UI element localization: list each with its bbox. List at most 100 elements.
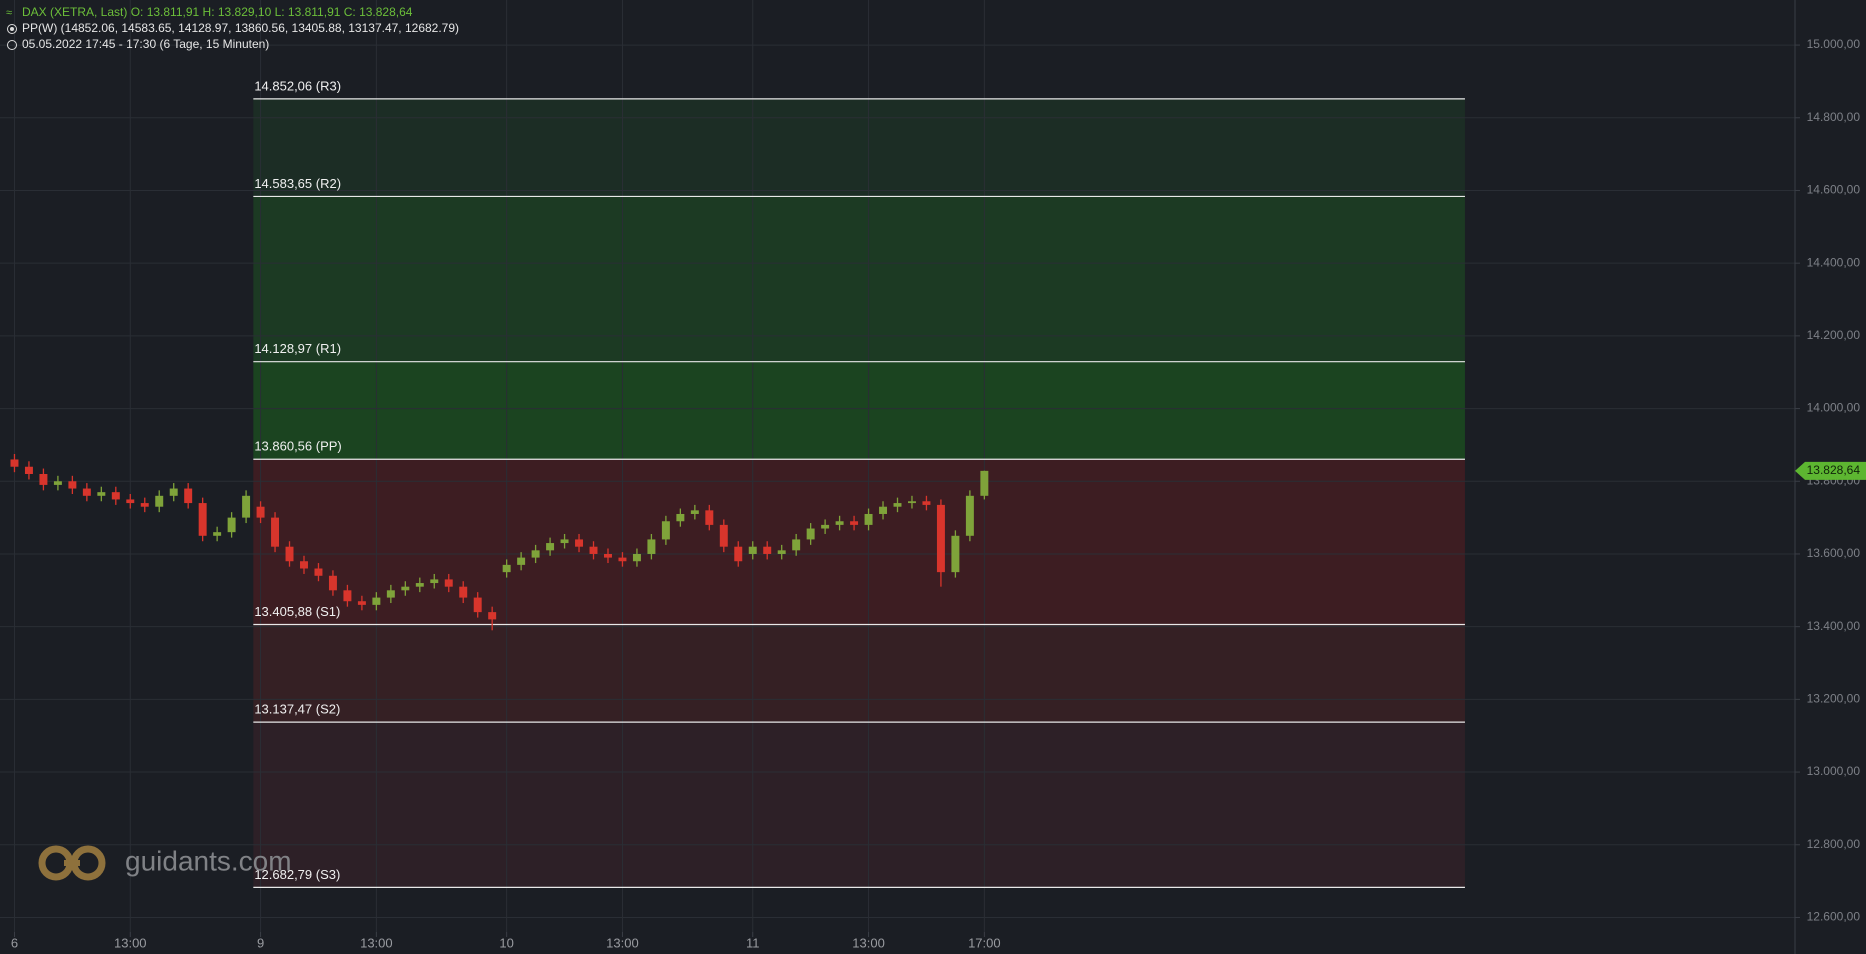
- candle-body: [965, 495, 974, 536]
- pivot-label: 14.852,06 (R3): [254, 78, 341, 93]
- candle-body: [618, 557, 627, 562]
- candle-body: [126, 499, 135, 504]
- last-price-label: 13.828,64: [1807, 463, 1861, 477]
- pivot-label: 14.128,97 (R1): [254, 341, 341, 356]
- candle-body: [53, 481, 62, 485]
- watermark-text: guidants.com: [125, 845, 292, 876]
- header: ≈ DAX (XETRA, Last) O: 13.811,91 H: 13.8…: [6, 5, 459, 51]
- candle-body: [39, 473, 48, 485]
- indicator-icon: [7, 24, 17, 34]
- y-tick-label: 14.000,00: [1807, 401, 1861, 415]
- candle-body: [169, 488, 178, 496]
- candle-body: [227, 517, 236, 533]
- y-tick-label: 12.800,00: [1807, 837, 1861, 851]
- candle-body: [632, 553, 641, 562]
- x-tick-label: 13:00: [606, 935, 639, 950]
- pivot-label: 13.860,56 (PP): [254, 439, 341, 454]
- candles: [10, 454, 989, 631]
- y-tick-label: 15.000,00: [1807, 37, 1861, 51]
- candle-body: [806, 528, 815, 540]
- candle-body: [719, 524, 728, 547]
- candle-body: [705, 510, 714, 525]
- x-tick-label: 11: [746, 935, 760, 950]
- candle-body: [589, 546, 598, 554]
- candle-body: [82, 488, 91, 496]
- indicator-icon-dot: [10, 27, 14, 31]
- watermark: guidants.com: [38, 845, 292, 881]
- axes: 12.600,00 12.800,00 13.000,00 13.200,00 13.4…: [11, 37, 1866, 950]
- candle-body: [734, 546, 743, 562]
- candle-body: [357, 601, 366, 605]
- period-legend: 05.05.2022 17:45 - 17:30 (6 Tage, 15 Min…: [22, 37, 269, 51]
- candle-body: [980, 470, 989, 496]
- candle-body: [690, 510, 699, 514]
- x-tick-label: 6: [11, 935, 18, 950]
- candle-body: [546, 543, 555, 551]
- pivot-label: 13.137,47 (S2): [254, 702, 340, 717]
- y-tick-label: 14.800,00: [1807, 110, 1861, 124]
- candle-body: [473, 597, 482, 613]
- candle-body: [661, 521, 670, 540]
- y-tick-label: 14.600,00: [1807, 183, 1861, 197]
- candle-body: [676, 513, 685, 522]
- candle-body: [386, 590, 395, 598]
- x-tick-label: 13:00: [360, 935, 393, 950]
- candle-body: [24, 466, 33, 474]
- candle-body: [111, 492, 120, 500]
- candle-body: [936, 504, 945, 573]
- candle-body: [10, 459, 19, 467]
- candle-body: [242, 495, 251, 518]
- candle-body: [488, 612, 497, 620]
- y-tick-label: 14.200,00: [1807, 328, 1861, 342]
- y-tick-label: 13.600,00: [1807, 546, 1861, 560]
- ohlc-legend: DAX (XETRA, Last) O: 13.811,91 H: 13.829…: [22, 5, 413, 19]
- candle-body: [531, 550, 540, 558]
- candle-body: [748, 546, 757, 554]
- candle-body: [575, 539, 584, 547]
- candle-body: [68, 481, 77, 489]
- candle-body: [271, 517, 280, 547]
- candle-body: [328, 575, 337, 591]
- candle-body: [444, 579, 453, 587]
- candle-body: [430, 579, 439, 584]
- candle-body: [777, 550, 786, 554]
- x-tick-label: 13:00: [114, 935, 147, 950]
- candle-body: [314, 568, 323, 576]
- candle-body: [372, 597, 381, 605]
- zones: [253, 98, 1465, 888]
- x-tick-label: 9: [257, 935, 264, 950]
- y-tick-label: 13.000,00: [1807, 764, 1861, 778]
- pivot-zone: [253, 624, 1465, 723]
- candle-body: [213, 532, 222, 536]
- y-tick-label: 12.600,00: [1807, 910, 1861, 924]
- candle-body: [879, 506, 888, 514]
- candle-body: [951, 535, 960, 573]
- symbol-icon: ≈: [6, 7, 12, 19]
- candle-body: [97, 492, 106, 496]
- candle-body: [415, 583, 424, 587]
- candle-body: [792, 539, 801, 551]
- candle-body: [300, 561, 308, 569]
- x-tick-label: 10: [499, 935, 513, 950]
- candle-body: [560, 539, 569, 544]
- pivot-zone: [253, 459, 1465, 625]
- levels: 14.852,06 (R3) 14.583,65 (R2) 14.128,97 (R…: [253, 78, 1465, 888]
- clock-icon: [7, 40, 17, 50]
- candle-body: [922, 501, 931, 505]
- candle-body: [343, 590, 352, 602]
- y-tick-label: 13.200,00: [1807, 692, 1861, 706]
- candle-body: [140, 503, 149, 507]
- candle-body: [401, 586, 410, 591]
- candle-body: [459, 586, 468, 598]
- candle-body: [907, 501, 916, 504]
- logo-bar: [64, 860, 80, 866]
- candle-body: [850, 521, 859, 525]
- candle-body: [184, 488, 193, 504]
- pivot-label: 13.405,88 (S1): [254, 604, 340, 619]
- candle-body: [155, 495, 164, 507]
- candle-body: [285, 546, 294, 562]
- pivot-zone: [253, 722, 1465, 888]
- pivot-label: 12.682,79 (S3): [254, 867, 340, 882]
